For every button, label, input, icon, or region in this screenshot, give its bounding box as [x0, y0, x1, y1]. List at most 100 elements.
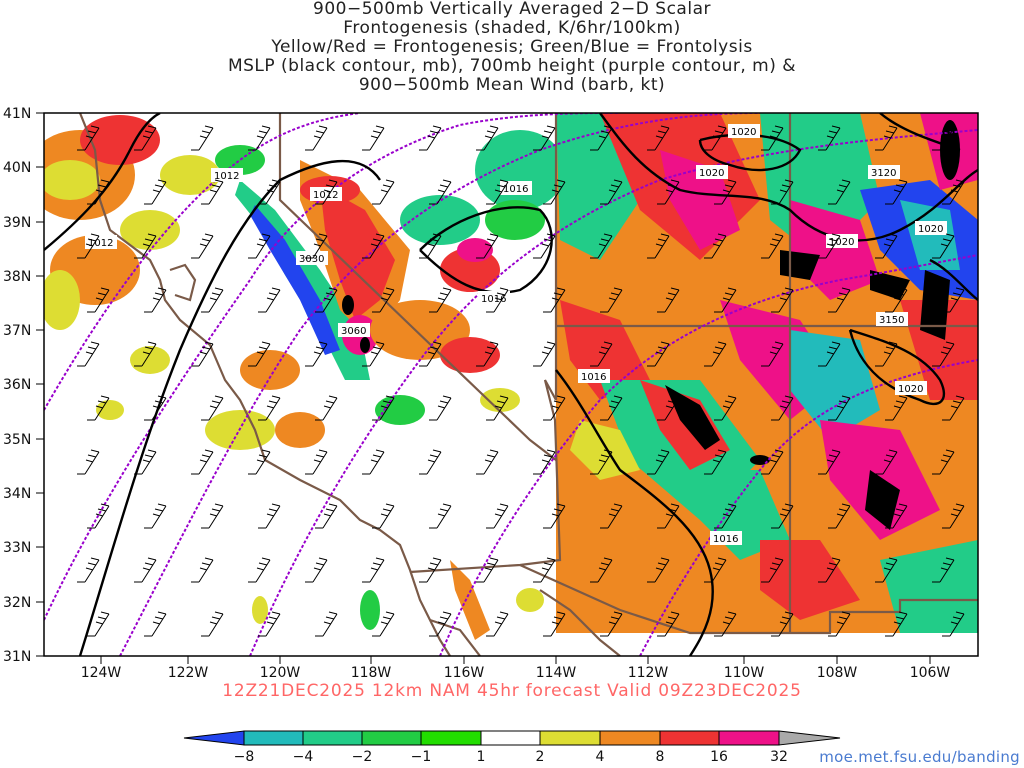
title-line: 900−500mb Vertically Averaged 2−D Scalar	[313, 0, 711, 19]
colorbar-label: −1	[411, 749, 432, 765]
wind-barb	[714, 503, 737, 529]
colorbar: −8 −4 −2 −1 1 2 4 8 16 32	[183, 730, 841, 765]
wind-barb	[657, 287, 680, 313]
wind-barb	[419, 449, 442, 475]
height-label: 3030	[299, 254, 324, 265]
lon-label: 106W	[910, 665, 951, 681]
wind-barb	[372, 287, 395, 313]
wind-barb	[87, 395, 110, 421]
wind-barb	[201, 287, 224, 313]
wind-barb	[258, 395, 281, 421]
lat-label: 41N	[3, 106, 31, 122]
wind-barb	[305, 449, 328, 475]
colorbar-segment	[420, 730, 482, 746]
wind-barb	[258, 287, 281, 313]
wind-barb	[248, 557, 271, 583]
wind-barb	[476, 449, 499, 475]
wind-barb	[647, 449, 670, 475]
wind-barb	[77, 341, 100, 367]
wind-barb	[932, 233, 955, 259]
colorbar-segment	[599, 730, 661, 746]
wind-barb	[657, 395, 680, 421]
wind-barb	[258, 503, 281, 529]
colorbar-segment	[302, 730, 363, 746]
wind-barb	[600, 395, 623, 421]
wind-barb	[590, 449, 613, 475]
colorbar-label: −2	[352, 749, 373, 765]
wind-barb	[828, 395, 851, 421]
wind-barb	[429, 179, 452, 205]
wind-barb	[533, 341, 556, 367]
lon-label: 122W	[168, 665, 209, 681]
wind-barb	[600, 179, 623, 205]
contour-labels: 1012 1012 1012 1016 1016 1016 1016 1020 …	[85, 124, 947, 545]
wind-barb	[248, 233, 271, 259]
wind-barb	[771, 611, 794, 637]
title-line: 900−500mb Mean Wind (barb, kt)	[358, 75, 666, 95]
longitude-axis: 124W 122W 120W 118W 116W 114W 112W 110W …	[81, 656, 951, 681]
lat-label: 37N	[3, 323, 31, 339]
wind-barb	[248, 125, 271, 151]
colorbar-label: 2	[536, 749, 545, 765]
colorbar-segment	[480, 730, 541, 746]
lat-label: 39N	[3, 215, 31, 231]
title-line: MSLP (black contour, mb), 700mb height (…	[227, 56, 797, 76]
wind-barb	[885, 395, 908, 421]
mslp-label: 1020	[699, 168, 724, 179]
wind-barb	[533, 557, 556, 583]
wind-barb	[191, 557, 214, 583]
wind-barb	[828, 179, 851, 205]
lon-label: 114W	[536, 665, 577, 681]
lon-label: 124W	[81, 665, 122, 681]
wind-barb	[704, 125, 727, 151]
wind-barb	[486, 179, 509, 205]
az-ca-border	[409, 379, 562, 574]
wind-barb	[771, 287, 794, 313]
wind-barb	[144, 395, 167, 421]
wind-barb	[258, 179, 281, 205]
wind-barb	[144, 287, 167, 313]
wind-barb	[134, 449, 157, 475]
colorbar-segment	[361, 730, 422, 746]
colorbar-label: 4	[596, 749, 605, 765]
wind-barb	[543, 611, 566, 637]
credit-link[interactable]: moe.met.fsu.edu/banding	[819, 748, 1020, 766]
wind-barb	[372, 611, 395, 637]
wind-barb	[600, 611, 623, 637]
latitude-axis: 41N 40N 39N 38N 37N 36N 35N 34N 33N 32N …	[3, 106, 44, 665]
wind-barb	[704, 449, 727, 475]
wind-barb	[590, 341, 613, 367]
mslp-label: 1016	[713, 534, 738, 545]
lon-label: 120W	[260, 665, 301, 681]
wind-barb	[818, 341, 841, 367]
mslp-label: 1016	[481, 294, 506, 305]
wind-barb	[476, 125, 499, 151]
wind-barb	[657, 179, 680, 205]
wind-barb	[533, 233, 556, 259]
wind-barb	[77, 125, 100, 151]
wind-barb	[486, 503, 509, 529]
title-line: Frontogenesis (shaded, K/6hr/100km)	[343, 18, 681, 38]
wind-barb	[590, 233, 613, 259]
wind-barb	[305, 341, 328, 367]
wind-barb	[429, 611, 452, 637]
wind-barb	[305, 125, 328, 151]
forecast-valid-time: 12Z21DEC2025 12km NAM 45hr forecast Vali…	[222, 681, 802, 701]
wind-barb	[932, 449, 955, 475]
wind-barb	[818, 449, 841, 475]
wind-barb	[647, 125, 670, 151]
wind-barb	[942, 179, 965, 205]
wind-barb	[362, 341, 385, 367]
lon-label: 110W	[724, 665, 765, 681]
colorbar-segment	[539, 730, 601, 746]
wind-barb	[875, 125, 898, 151]
wind-barb	[77, 449, 100, 475]
mslp-label: 1020	[829, 237, 854, 248]
mslp-label: 1016	[581, 372, 606, 383]
wind-barb	[476, 233, 499, 259]
wind-barb	[533, 449, 556, 475]
wind-barb	[201, 179, 224, 205]
colorbar-segment	[659, 730, 720, 746]
colorbar-label: 32	[770, 749, 788, 765]
gulf-coast	[539, 589, 621, 656]
